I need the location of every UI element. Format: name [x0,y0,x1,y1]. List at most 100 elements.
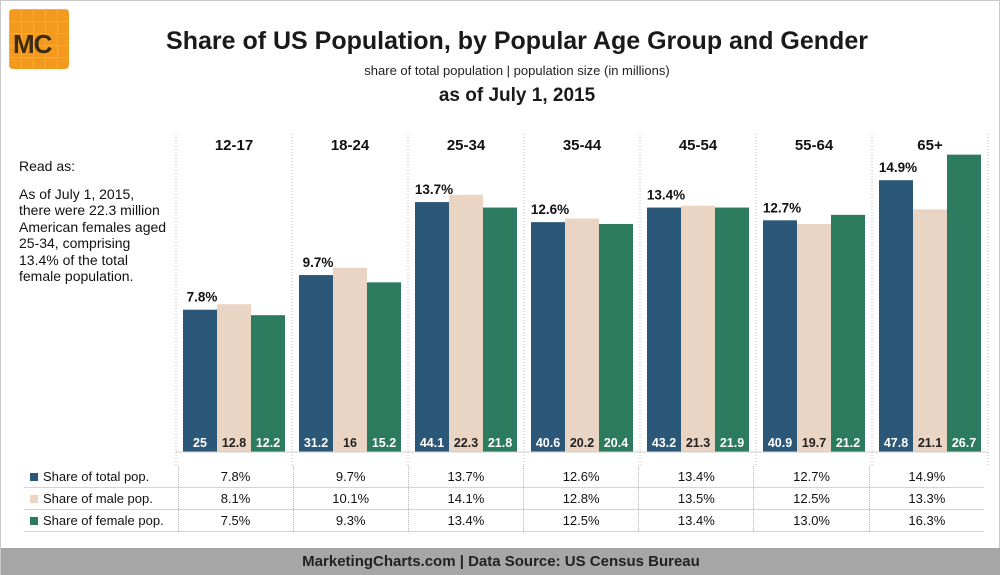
share-label: 7.8% [187,290,218,305]
table-cell: 13.0% [753,509,870,532]
population-label: 16 [343,436,357,450]
table-cell: 16.3% [868,509,984,532]
table-cell: 7.5% [177,509,294,532]
population-label: 20.4 [604,436,628,450]
table-row: Share of total pop. 7.8% 9.7% 13.7% 12.6% 13.… [24,466,984,488]
bar-female [367,282,401,452]
population-label: 44.1 [420,436,444,450]
population-label: 40.9 [768,436,792,450]
population-label: 43.2 [652,436,676,450]
population-label: 21.8 [488,436,512,450]
table-cell: 13.4% [407,509,524,532]
table-cell: 13.3% [868,487,984,510]
share-label: 12.6% [531,202,569,217]
population-label: 15.2 [372,436,396,450]
legend-text: Share of male pop. [43,491,153,506]
bar-total [299,275,333,452]
bar-total [879,180,913,453]
table-cell: 10.1% [292,487,409,510]
population-label: 21.3 [686,436,710,450]
table-cell: 12.5% [753,487,870,510]
table-cell: 14.1% [407,487,524,510]
bar-female [947,154,981,452]
logo-text: MC [13,29,52,59]
legend-text: Share of female pop. [43,513,164,528]
table-cell: 12.8% [523,487,639,510]
table-cell: 12.6% [523,466,639,488]
bar-male [681,205,715,452]
table-cell: 12.5% [523,509,639,532]
bar-female [251,315,285,452]
share-label: 9.7% [303,255,334,270]
population-label: 47.8 [884,436,908,450]
category-label: 35-44 [563,137,602,154]
population-label: 12.8 [222,436,246,450]
population-label: 21.1 [918,436,942,450]
chart-title: Share of US Population, by Popular Age G… [166,27,868,55]
chart-subtitle: share of total population | population s… [364,63,670,78]
table-cell: 13.7% [407,466,524,488]
category-label: 55-64 [795,137,834,154]
bar-male [913,209,947,452]
table-cell: 14.9% [868,466,984,488]
bar-female [483,207,517,452]
table-cell: 8.1% [177,487,294,510]
category-label: 25-34 [447,137,486,154]
population-label: 19.7 [802,436,826,450]
footer-source: MarketingCharts.com | Data Source: US Ce… [1,548,1000,575]
bar-male [449,194,483,453]
share-label: 13.7% [415,182,453,197]
category-label: 45-54 [679,137,718,154]
series-legend-label: Share of total pop. [24,466,179,488]
table-cell: 13.4% [638,509,754,532]
note-heading: Read as: [19,158,76,174]
share-label: 14.9% [879,160,917,175]
note-body: As of July 1, 2015, there were 22.3 mill… [19,185,167,285]
bar-female [715,207,749,452]
legend-swatch [30,517,38,525]
legend-swatch [30,495,38,503]
population-label: 20.2 [570,436,594,450]
bar-total [647,207,681,452]
legend-text: Share of total pop. [43,469,150,484]
legend-swatch [30,473,38,481]
chart-date: as of July 1, 2015 [438,85,596,106]
bar-female [599,223,633,452]
category-label: 65+ [917,137,943,154]
population-label: 40.6 [536,436,560,450]
population-label: 31.2 [304,436,328,450]
population-label: 21.9 [720,436,744,450]
data-table: Share of total pop. 7.8% 9.7% 13.7% 12.6% 13.… [24,466,984,532]
share-label: 12.7% [763,200,801,215]
table-row: Share of male pop. 8.1% 10.1% 14.1% 12.8% 13.… [24,487,984,510]
bar-total [763,220,797,452]
table-cell: 12.7% [753,466,870,488]
population-label: 25 [193,436,207,450]
bar-male [217,304,251,452]
marketingcharts-logo: MC [9,9,69,69]
population-label: 21.2 [836,436,860,450]
category-label: 12-17 [215,137,253,154]
bar-total [183,309,217,452]
bar-female [831,214,865,452]
category-label: 18-24 [331,137,370,154]
bar-male [565,218,599,452]
share-label: 13.4% [647,188,685,203]
table-cell: 13.4% [638,466,754,488]
read-as-note: Read as: As of July 1, 2015, there were … [19,158,169,296]
table-cell: 9.7% [292,466,409,488]
bar-male [797,223,831,452]
table-cell: 7.8% [177,466,294,488]
population-label: 22.3 [454,436,478,450]
population-label: 26.7 [952,436,976,450]
population-label: 12.2 [256,436,280,450]
bar-male [333,267,367,452]
table-row: Share of female pop. 7.5% 9.3% 13.4% 12.5% 13… [24,509,984,532]
table-cell: 13.5% [638,487,754,510]
table-cell: 9.3% [292,509,409,532]
bar-total [415,202,449,452]
bar-total [531,222,565,452]
series-legend-label: Share of male pop. [24,487,179,510]
bar-chart: 12-17 25 7.8% 12.8 12.2 18-24 31.2 9.7% 16 15.2 25… [175,134,989,466]
